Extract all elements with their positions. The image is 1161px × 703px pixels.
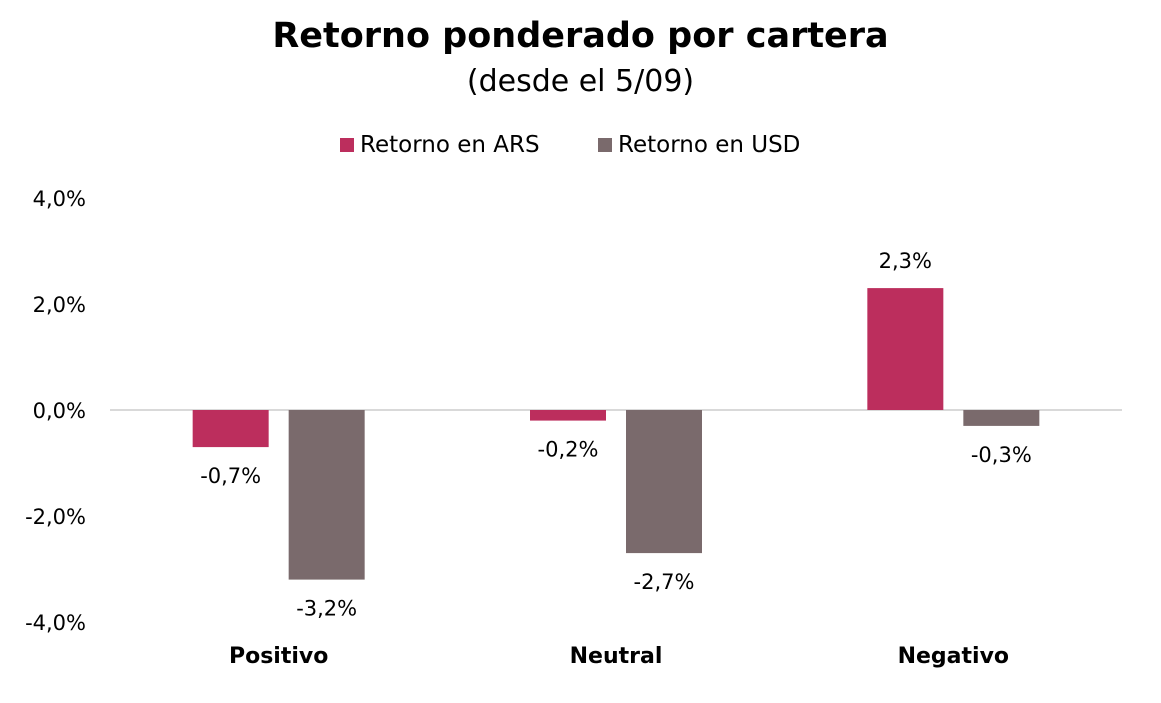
data-label: -3,2% (296, 597, 357, 621)
bar-ars-negativo (867, 288, 944, 410)
y-tick-label: -4,0% (25, 611, 86, 635)
data-label: -2,7% (634, 570, 695, 594)
legend: Retorno en ARS Retorno en USD (340, 132, 800, 158)
chart-subtitle: (desde el 5/09) (466, 64, 695, 99)
y-tick-label: -2,0% (25, 505, 86, 529)
y-tick-label: 4,0% (33, 187, 86, 211)
y-tick-label: 0,0% (33, 399, 86, 423)
legend-swatch (340, 138, 354, 152)
bar-ars-neutral (530, 410, 606, 421)
data-label: -0,2% (538, 438, 599, 462)
category-label: Positivo (229, 644, 328, 669)
bar-usd-positivo (288, 410, 365, 580)
bar-usd-negativo (963, 410, 1040, 426)
chart-title: Retorno ponderado por cartera (272, 16, 889, 56)
legend-label: Retorno en USD (618, 132, 800, 158)
data-labels: -0,7% -3,2% -0,2% -2,7% 2,3% -0,3% (200, 249, 1032, 620)
category-label: Negativo (898, 644, 1009, 669)
y-tick-label: 2,0% (33, 293, 86, 317)
data-label: -0,7% (200, 464, 261, 488)
bar-usd-neutral (626, 410, 702, 554)
bar-ars-positivo (192, 410, 269, 448)
legend-label: Retorno en ARS (360, 132, 540, 158)
data-label: 2,3% (879, 249, 932, 273)
category-label: Neutral (570, 644, 663, 669)
legend-swatch (598, 138, 612, 152)
y-axis: 4,0% 2,0% 0,0% -2,0% -4,0% (25, 187, 86, 635)
x-axis: Positivo Neutral Negativo (229, 644, 1009, 669)
data-label: -0,3% (971, 443, 1032, 467)
bars (192, 288, 1040, 580)
